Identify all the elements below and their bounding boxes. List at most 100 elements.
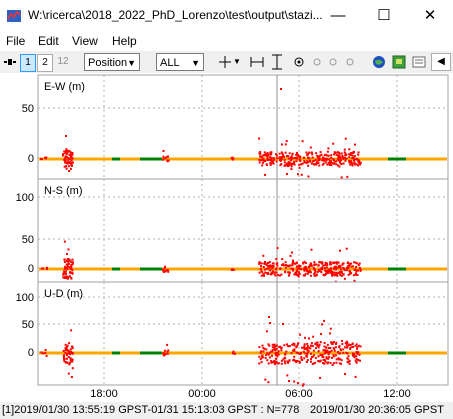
show-map-icon[interactable] <box>345 57 355 67</box>
data-point-fix <box>296 267 299 270</box>
data-point-fix <box>321 268 323 271</box>
image-map-icon[interactable] <box>392 55 406 69</box>
data-point-fix <box>271 343 274 346</box>
position-plots[interactable]: 50 0 E-W (m) 100 50 0 N-S (m) 100 50 0 U-D (m) 18:0… <box>0 73 453 402</box>
data-point-outlier <box>66 253 68 255</box>
data-point-fix <box>162 150 165 152</box>
data-point-fix <box>67 276 70 279</box>
data-point-fix <box>339 349 342 352</box>
minimize-button[interactable]: — <box>330 7 346 24</box>
data-point-fix <box>62 356 65 359</box>
fit-horizontal-icon[interactable] <box>250 56 264 68</box>
solution-1-button[interactable]: 1 <box>20 54 36 72</box>
data-point-fix <box>327 147 330 150</box>
data-point-fix <box>352 354 355 357</box>
close-button[interactable]: ✕ <box>423 7 437 24</box>
data-point-fix <box>276 355 279 358</box>
data-point-fix <box>269 153 272 156</box>
data-point-fix <box>304 347 307 350</box>
data-point-fix <box>65 156 68 158</box>
data-point-fix <box>282 264 285 267</box>
data-point-fix <box>306 161 309 164</box>
data-point-fix <box>333 349 336 352</box>
connect-icon[interactable] <box>4 57 16 67</box>
data-point-fix <box>325 357 328 360</box>
data-point-fix <box>290 163 293 166</box>
data-point-fix <box>348 360 351 363</box>
quality-select[interactable]: ALL ▼ <box>156 53 204 71</box>
fix-horizontal-icon[interactable] <box>312 57 322 67</box>
fit-vertical-icon[interactable] <box>271 54 283 70</box>
menu-view[interactable]: View <box>72 34 98 48</box>
data-point-fix <box>258 271 261 274</box>
data-point-fix <box>268 351 271 354</box>
solution-12-button[interactable]: 12 <box>57 56 69 67</box>
toolbar-scroll-left-button[interactable]: ◀ <box>431 53 451 71</box>
data-point-fix <box>303 266 306 269</box>
data-point-fix <box>271 350 274 353</box>
data-point-fix <box>297 155 300 158</box>
data-point-fix <box>340 159 342 162</box>
menu-help[interactable]: Help <box>112 34 137 48</box>
toolbar: 1 2 12 Position ▼ ALL ▼ ▼ ◀ <box>0 51 453 73</box>
data-point-fix <box>329 271 332 274</box>
data-point-fix <box>65 161 68 164</box>
maximize-button[interactable]: ☐ <box>377 7 391 24</box>
data-point-fix <box>292 359 295 362</box>
data-point-fix <box>346 175 349 178</box>
data-point-fix <box>323 358 325 361</box>
data-point-fix <box>302 383 305 386</box>
data-point-fix <box>300 268 303 270</box>
data-point-fix <box>317 268 320 271</box>
data-point-fix <box>258 346 261 349</box>
menu-file[interactable]: File <box>6 34 26 48</box>
data-point-fix <box>353 352 356 355</box>
data-point-fix <box>311 362 314 365</box>
globe-icon[interactable] <box>372 55 386 69</box>
data-point-fix <box>273 349 276 351</box>
data-point-fix <box>342 156 345 159</box>
data-point-fix <box>267 381 270 384</box>
menu-edit[interactable]: Edit <box>38 34 59 48</box>
data-point-fix <box>303 269 306 272</box>
center-origin-icon[interactable] <box>218 55 232 69</box>
data-point-fix <box>162 354 165 357</box>
data-point-fix <box>65 148 68 151</box>
data-point-fix <box>275 154 278 157</box>
data-point-fix <box>69 357 72 360</box>
plot-area[interactable]: 50 0 E-W (m) 100 50 0 N-S (m) 100 50 0 U-D (m) 18:0… <box>0 73 453 402</box>
data-point-fix <box>315 163 318 166</box>
data-point-fix <box>324 360 327 363</box>
fix-vertical-icon[interactable] <box>328 57 338 67</box>
data-point-fix <box>163 157 166 160</box>
data-point-fix <box>354 344 357 347</box>
data-point-fix <box>293 344 296 347</box>
data-point-fix <box>288 380 290 382</box>
data-point-fix <box>65 273 68 276</box>
plot-type-select[interactable]: Position ▼ <box>84 53 140 71</box>
x-tick-label: 00:00 <box>188 388 216 400</box>
options-icon[interactable] <box>412 55 426 69</box>
data-point-fix <box>357 344 360 347</box>
data-point-fix <box>329 268 332 271</box>
data-point-fix <box>261 344 264 347</box>
show-track-icon[interactable] <box>293 56 305 68</box>
data-point-fix <box>324 264 327 267</box>
data-point-fix <box>71 347 74 350</box>
solution-2-button[interactable]: 2 <box>37 54 53 72</box>
data-point-fix <box>306 347 309 350</box>
data-point-fix <box>351 157 354 160</box>
data-point-fix <box>332 273 335 276</box>
data-point-fix <box>165 156 168 159</box>
data-point-fix <box>297 264 300 267</box>
data-point-fix <box>232 351 235 354</box>
data-point-fix <box>302 350 305 353</box>
data-point-fix <box>285 140 288 143</box>
data-point-fix <box>294 156 297 159</box>
center-dropdown-icon[interactable]: ▼ <box>233 57 241 66</box>
data-point-fix <box>323 342 326 344</box>
data-point-fix <box>326 349 329 352</box>
data-point-fix <box>296 261 298 264</box>
data-point-fix <box>284 362 287 365</box>
data-point-fix <box>70 156 72 159</box>
